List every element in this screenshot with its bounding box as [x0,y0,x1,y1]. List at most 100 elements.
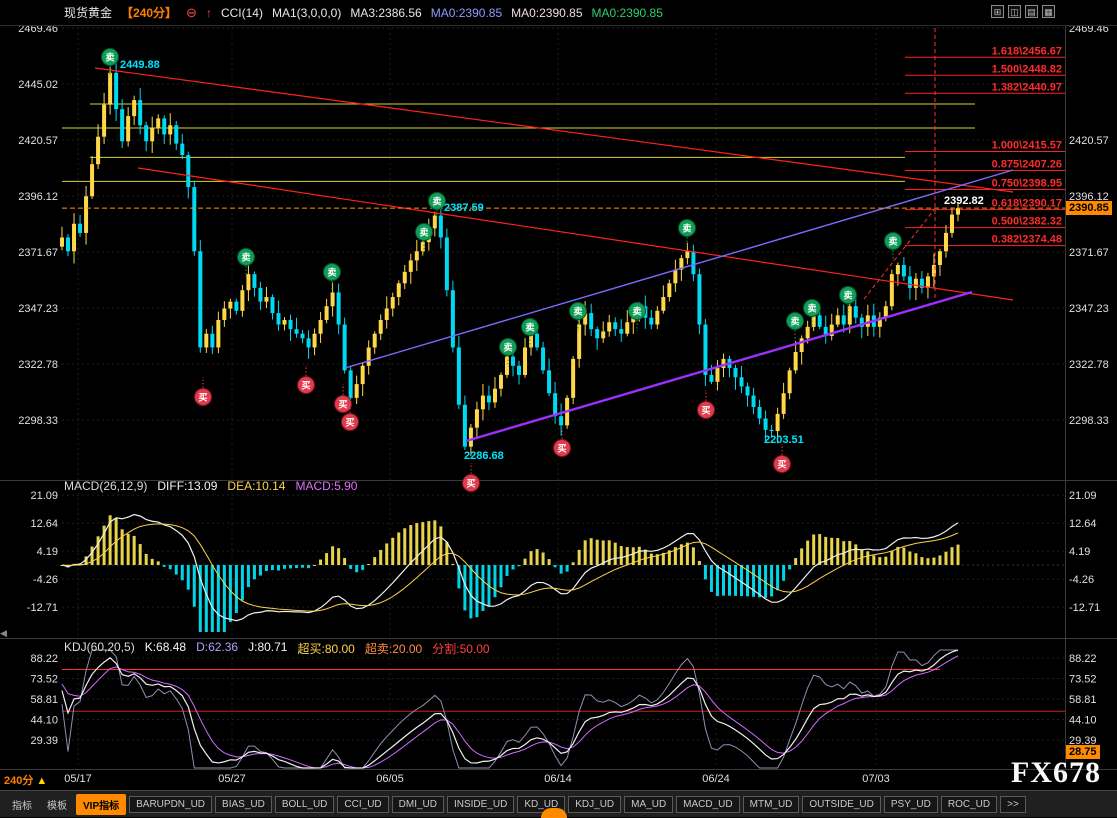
toolbar-indicator-button[interactable]: KDJ_UD [568,796,621,813]
sell-signal-badge: 卖 [238,249,255,278]
macd-header: MACD(26,12,9) DIFF:13.09 DEA:10.14 MACD:… [64,479,357,493]
toolbar-indicator-button[interactable]: BOLL_UD [275,796,335,813]
window-icons: ⊞ ◫ ▤ ▦ [991,5,1055,18]
sell-signal-badge: 卖 [429,193,446,222]
fib-level-label: 0.500\2382.32 [992,216,1062,228]
macd-axis-label: -12.71 [1069,602,1100,614]
main-chart-svg[interactable]: 卖卖卖卖卖卖卖卖卖卖卖卖卖卖买买买买买买买买2449.882387.592286… [0,0,1117,817]
macd-dea-value: DEA:10.14 [227,479,285,493]
trading-app-window: 卖卖卖卖卖卖卖卖卖卖卖卖卖卖买买买买买买买买2449.882387.592286… [0,0,1117,817]
svg-text:买: 买 [338,400,347,410]
svg-text:卖: 卖 [419,227,428,238]
kdj-oversold-value: 超卖:20.00 [365,640,422,657]
ma0-value-3: MA0:2390.85 [592,6,663,20]
toolbar-indicator-button[interactable]: MACD_UD [676,796,739,813]
y-axis-label-right: 2347.23 [1069,303,1109,315]
toolbar-indicator-button[interactable]: DMI_UD [392,796,444,813]
y-axis-label-right: 2298.33 [1069,415,1109,427]
layout-icon-4[interactable]: ▦ [1042,5,1055,18]
period-selector[interactable]: 【240分】 [121,4,177,21]
fib-level-label: 1.000\2415.57 [992,139,1062,151]
y-axis-label-left: 2420.57 [18,135,58,147]
toolbar-more-button[interactable]: >> [1000,796,1026,813]
toolbar-indicator-button[interactable]: MTM_UD [743,796,800,813]
sell-signal-badge: 卖 [787,313,804,342]
svg-text:买: 买 [777,460,786,470]
kdj-axis-label: 44.10 [1069,715,1097,727]
collapse-panel-icon[interactable]: ◀ [0,628,7,639]
svg-text:卖: 卖 [241,252,250,263]
crosshair-price-label: 2392.82 [944,195,984,207]
kdj-k-value: K:68.48 [145,640,186,657]
zoom-out-icon[interactable]: ⊖ [186,5,197,21]
topbar: 现货黄金 【240分】 ⊖ ↑ CCI(14) MA1(3,0,0,0) MA3… [0,0,1117,26]
x-axis-date: 06/14 [544,773,572,785]
x-axis-date: 05/17 [64,773,92,785]
kdj-axis-label: 73.52 [30,673,58,685]
macd-axis-label: -4.26 [1069,574,1094,586]
toolbar-tab-vip[interactable]: VIP指标 [76,794,126,815]
toolbar-indicator-button[interactable]: MA_UD [624,796,673,813]
kdj-d-value: D:62.36 [196,640,238,657]
toolbar-indicator-button[interactable]: CCI_UD [337,796,388,813]
kdj-axis-label: 44.10 [30,715,58,727]
y-axis-label-right: 2371.67 [1069,247,1109,259]
toolbar-indicator-button[interactable]: INSIDE_UD [447,796,514,813]
macd-diff-value: DIFF:13.09 [157,479,217,493]
arrow-up-icon: ↑ [206,6,212,20]
macd-axis-label: 12.64 [1069,518,1097,530]
macd-name: MACD(26,12,9) [64,479,147,493]
sell-signal-badge: 卖 [629,303,646,332]
buy-signal-badge: 买 [298,365,315,394]
svg-text:买: 买 [701,406,710,416]
toolbar-tab[interactable]: 指标 [6,794,38,815]
macd-axis-label: 4.19 [37,546,58,558]
ma1-label: MA1(3,0,0,0) [272,6,341,20]
toolbar-tab[interactable]: 模板 [41,794,73,815]
fib-level-label: 0.875\2407.26 [992,158,1062,170]
svg-text:卖: 卖 [573,306,582,317]
svg-text:买: 买 [301,381,310,391]
x-axis-date: 06/24 [702,773,730,785]
y-axis-label-right: 2420.57 [1069,135,1109,147]
current-price-badge: 2390.85 [1066,201,1112,215]
ma0-value-1: MA0:2390.85 [431,6,502,20]
price-annotation: 2286.68 [464,450,504,462]
kdj-name: KDJ(60,20,5) [64,640,135,657]
toolbar-indicator-button[interactable]: ROC_UD [941,796,997,813]
svg-text:卖: 卖 [432,196,441,207]
macd-histogram [61,515,960,632]
macd-axis-label: 12.64 [30,518,58,530]
buy-signal-badge: 买 [463,463,480,492]
macd-axis-label: -4.26 [33,574,58,586]
symbol-name[interactable]: 现货黄金 [64,4,112,21]
y-axis-label-left: 2445.02 [18,79,58,91]
xaxis-period-label: 240分 [4,775,33,787]
ma3-value: MA3:2386.56 [350,6,421,20]
svg-text:卖: 卖 [843,290,852,301]
fx678-watermark: FX678 [1011,756,1101,790]
y-axis-label-right: 2322.78 [1069,359,1109,371]
toolbar-indicator-button[interactable]: PSY_UD [884,796,938,813]
toolbar-indicator-button[interactable]: BARUPDN_UD [129,796,212,813]
macd-axis-label: 21.09 [30,490,58,502]
svg-text:买: 买 [466,479,475,489]
svg-text:买: 买 [345,418,354,428]
fib-level-label: 0.618\2390.17 [992,198,1062,210]
macd-hist-value: MACD:5.90 [295,479,357,493]
x-axis-date: 07/03 [862,773,890,785]
toolbar-indicator-button[interactable]: BIAS_UD [215,796,272,813]
layout-icon-3[interactable]: ▤ [1025,5,1038,18]
svg-text:卖: 卖 [632,306,641,317]
kdj-header: KDJ(60,20,5) K:68.48 D:62.36 J:80.71 超买:… [64,640,490,657]
toolbar-indicator-button[interactable]: OUTSIDE_UD [802,796,880,813]
indicator-cci-label[interactable]: CCI(14) [221,6,263,20]
x-axis-date: 06/05 [376,773,404,785]
sell-signal-badge: 卖 [885,233,902,262]
kdj-overbought-value: 超买:80.00 [297,640,354,657]
layout-icon-1[interactable]: ⊞ [991,5,1004,18]
fib-level-label: 0.382\2374.48 [992,234,1062,246]
xaxis-period-tag[interactable]: 240分 ▲ [4,772,47,788]
buy-signal-badge: 买 [698,390,715,419]
layout-icon-2[interactable]: ◫ [1008,5,1021,18]
